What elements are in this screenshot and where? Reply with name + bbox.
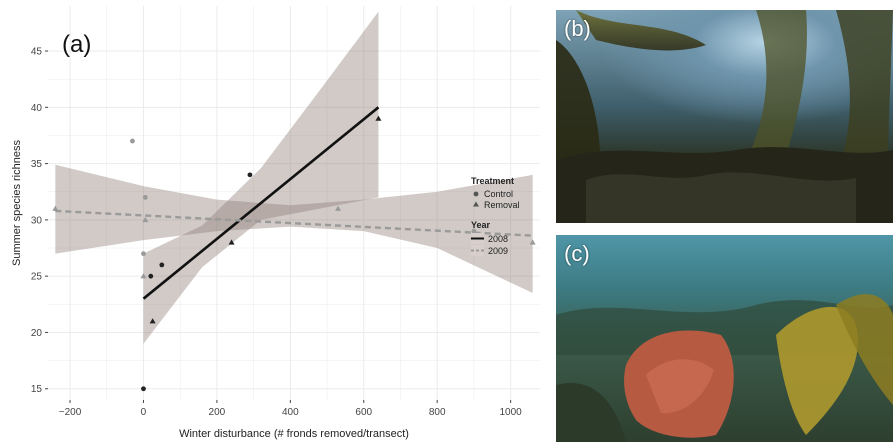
point-2009-removal-6 (142, 216, 149, 223)
photo-c-scene (556, 294, 893, 442)
photo-b-scene (556, 10, 893, 223)
point-2009-control-3 (471, 228, 477, 234)
point-2009-control-2 (141, 251, 146, 257)
ribbon-2009 (55, 164, 533, 294)
kelp-stipe-right (736, 10, 807, 185)
legend-control-key (473, 191, 479, 197)
x-tick-label: 600 (355, 407, 372, 418)
scatter-chart: −200 0 200 400 600 800 1000 15 20 25 30 35 40 45 (a)… (11, 6, 540, 440)
grid (48, 6, 540, 400)
y-tick-label: 35 (31, 159, 43, 170)
reef-rocks (586, 172, 856, 223)
legend-removal-label: Removal (484, 200, 520, 210)
x-axis-ticks: −200 0 200 400 600 800 1000 (59, 400, 522, 418)
y-tick-label: 45 (31, 47, 43, 58)
point-2008-control-2 (159, 262, 165, 268)
kelp-blade-yellow-2 (836, 294, 893, 405)
legend-treatment-title: Treatment (471, 176, 514, 186)
legend-2008-label: 2008 (488, 234, 508, 244)
ribbon-2008 (143, 11, 379, 344)
photo-label-c: (c) (564, 241, 590, 266)
photo-kelp-forest: (b) (556, 10, 893, 223)
kelp-blade-yellow (776, 306, 858, 435)
photo-disturbed-reef: (c) (556, 235, 893, 442)
y-axis-ticks: 15 20 25 30 35 40 45 (31, 47, 48, 395)
x-tick-label: 200 (209, 407, 226, 418)
point-2008-removal-5 (228, 239, 235, 245)
x-tick-label: 400 (282, 407, 299, 418)
y-tick-label: 30 (31, 215, 43, 226)
legend-removal-key (473, 201, 479, 207)
confidence-ribbons (55, 11, 533, 344)
point-2008-removal-6 (375, 115, 382, 121)
red-algae-detail (646, 359, 714, 414)
x-tick-label: 1000 (500, 407, 523, 418)
y-axis-title: Summer species richness (11, 140, 23, 266)
point-2009-removal-4 (52, 205, 59, 211)
point-2008-control-1 (148, 273, 154, 279)
x-axis-title: Winter disturbance (# fronds removed/tra… (179, 428, 409, 440)
point-2009-control-0 (130, 138, 135, 144)
y-tick-label: 15 (31, 384, 43, 395)
fit-line-2008 (142, 106, 380, 300)
legend-treatment: Treatment Control Removal (471, 176, 520, 210)
legend-control-label: Control (484, 189, 513, 199)
fit-lines (55, 106, 533, 300)
y-tick-label: 20 (31, 328, 43, 339)
x-tick-label: 800 (429, 407, 446, 418)
legend-year-title: Year (471, 220, 491, 230)
point-2008-control-0 (141, 386, 146, 392)
point-2008-control-3 (247, 172, 253, 178)
photo-label-b: (b) (564, 16, 591, 41)
point-2008-removal-4 (149, 318, 156, 324)
point-2009-control-1 (142, 194, 148, 200)
point-2009-removal-7 (335, 205, 342, 211)
legend-year: Year 2008 2009 (471, 220, 508, 256)
x-tick-label: −200 (59, 407, 82, 418)
data-points (52, 115, 536, 392)
kelp-blade-top (576, 10, 706, 51)
point-2009-removal-5 (140, 273, 147, 279)
y-tick-label: 40 (31, 103, 43, 114)
point-2009-removal-8 (529, 239, 536, 245)
panel-label-a: (a) (62, 31, 91, 58)
y-tick-label: 25 (31, 272, 43, 283)
reef-floor-c (556, 383, 626, 442)
panel-background (48, 6, 540, 400)
legend-2009-label: 2009 (488, 246, 508, 256)
x-tick-label: 0 (141, 407, 147, 418)
